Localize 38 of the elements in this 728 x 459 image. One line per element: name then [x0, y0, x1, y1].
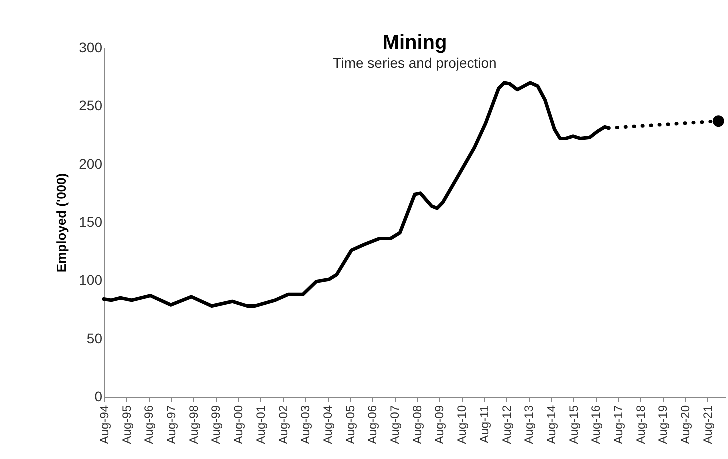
x-tick-label: Aug-19 — [656, 405, 670, 444]
x-tick-label: Aug-10 — [455, 405, 470, 444]
x-tick-label: Aug-13 — [522, 405, 536, 444]
y-tick-label: 250 — [79, 98, 103, 114]
x-tick-label: Aug-20 — [678, 405, 693, 444]
y-tick-label: 150 — [79, 214, 103, 230]
x-tick-label: Aug-16 — [589, 405, 604, 444]
text: Time series and projection — [333, 55, 497, 71]
x-tick-label: Aug-09 — [432, 405, 447, 444]
x-tick-label: Aug-98 — [186, 405, 201, 444]
y-tick-label: 50 — [86, 330, 103, 346]
y-tick-label: 300 — [79, 40, 103, 56]
x-tick-label: Aug-94 — [98, 405, 112, 444]
x-tick-label: Aug-15 — [566, 405, 581, 444]
x-tick-label: Aug-97 — [164, 405, 179, 444]
x-tick-label: Aug-07 — [388, 405, 402, 444]
x-tick-label: Aug-03 — [298, 405, 313, 444]
x-tick-label: Aug-01 — [254, 405, 268, 444]
x-tick-label: Aug-96 — [142, 405, 156, 444]
chart-title: Mining — [382, 32, 448, 54]
x-tick-label: Aug-12 — [500, 405, 514, 444]
x-tick-label: Aug-14 — [544, 405, 558, 444]
x-tick-label: Aug-18 — [634, 405, 648, 444]
x-tick-label: Aug-11 — [477, 405, 492, 444]
x-tick-label: Aug-21 — [700, 405, 715, 444]
y-tick-label: 100 — [79, 272, 103, 288]
y-tick-label: 200 — [79, 156, 103, 172]
x-tick-label: Aug-17 — [612, 405, 626, 444]
x-tick-label: Aug-99 — [209, 405, 224, 444]
x-tick-label: Aug-08 — [410, 405, 424, 444]
x-tick-label: Aug-05 — [343, 405, 358, 444]
x-tick-label: Aug-02 — [276, 405, 290, 444]
x-tick-label: Aug-00 — [232, 405, 246, 444]
x-tick-label: Aug-95 — [120, 405, 134, 444]
x-tick-label: Aug-06 — [366, 405, 380, 444]
y-tick-label: 0 — [94, 388, 103, 404]
y-axis-title: Employed ('000) — [54, 173, 70, 273]
x-tick-label: Aug-04 — [321, 405, 336, 444]
